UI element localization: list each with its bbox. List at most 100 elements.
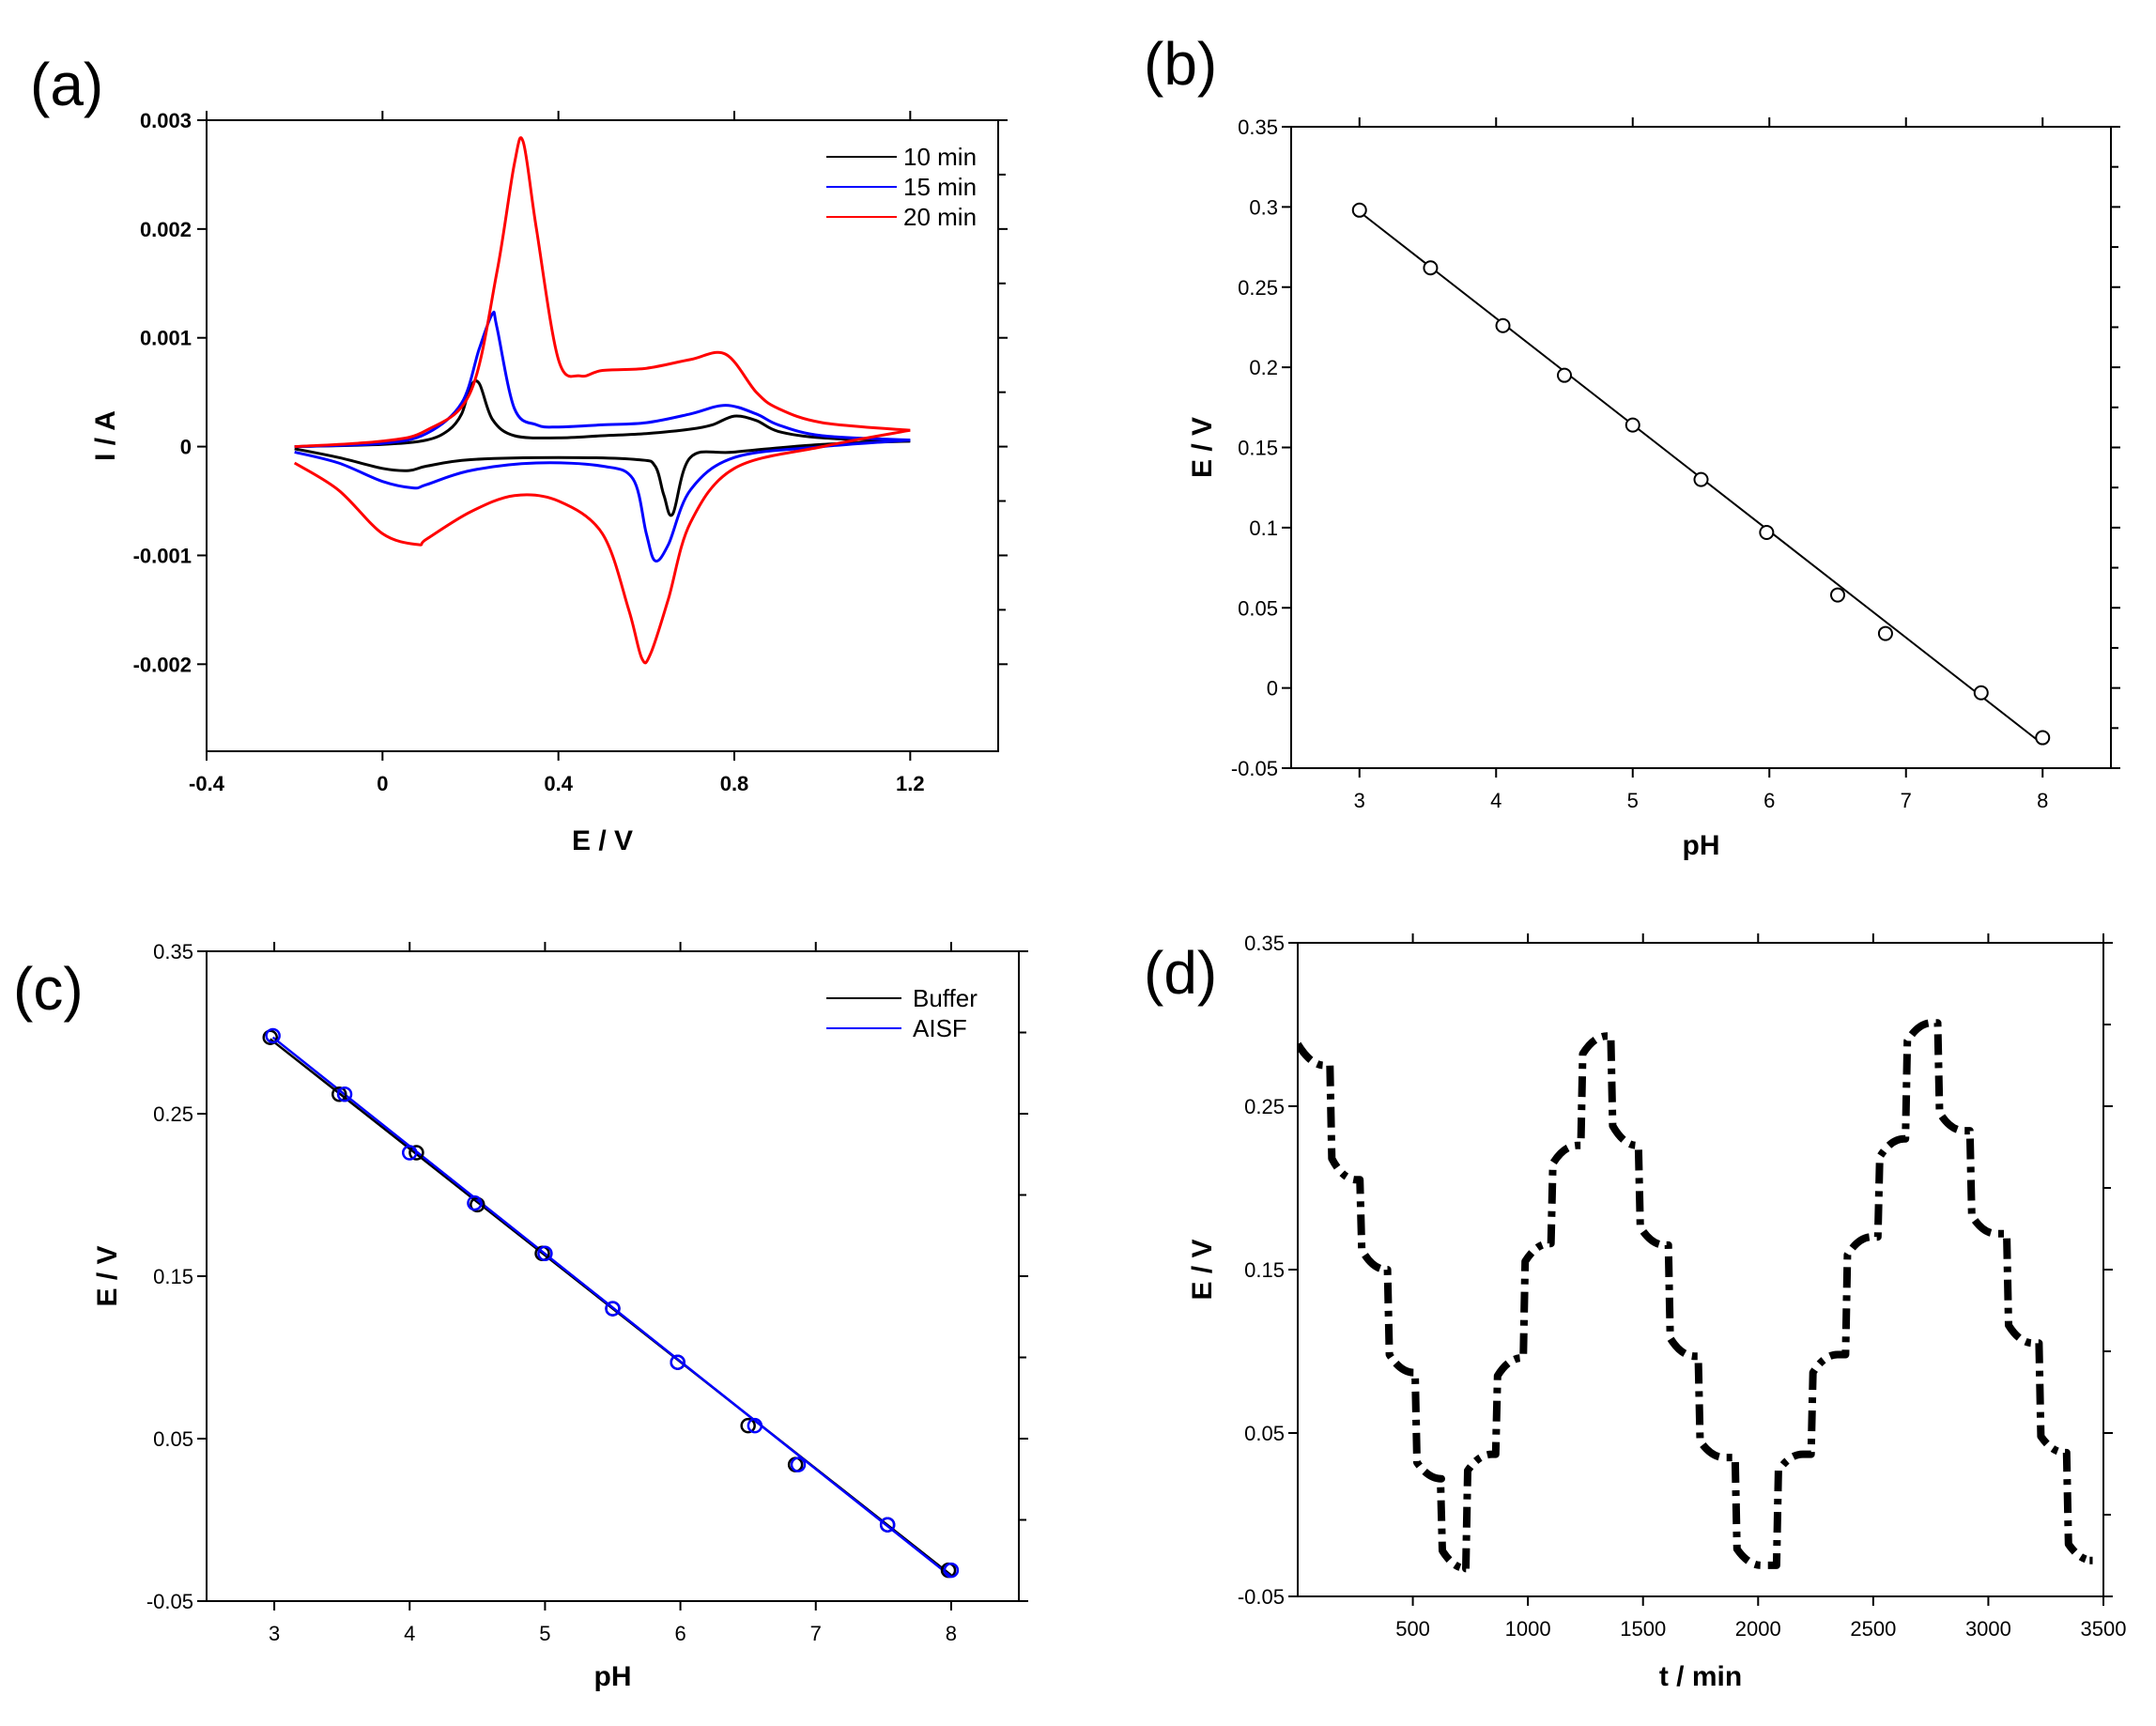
panel-d: (d) 500 1000 1500 2000 2500 3000 3500 0.35 0.25 0.… — [1144, 932, 2126, 1692]
x-tick-label: 0.8 — [720, 772, 749, 795]
x-tick-label: -0.4 — [189, 772, 225, 795]
potential-trace — [1298, 1019, 2097, 1573]
legend-label: 10 min — [903, 143, 977, 171]
x-axis-title: E / V — [572, 825, 633, 856]
cv-forward-scan-2 — [294, 136, 911, 449]
data-point — [265, 1027, 281, 1044]
data-point — [1625, 417, 1640, 433]
y-tick-label: 0.35 — [1244, 932, 1285, 955]
plot-area — [262, 1027, 960, 1579]
data-point — [2035, 730, 2051, 746]
panel-b: (b) 3 4 5 6 7 8 0.35 0.3 0.25 0.2 0.15 0.1 0.05 0 -0.05… — [1144, 30, 2120, 861]
panel-a: (a) -0.4 0 0.4 0.8 1.2 0.003 0.002 0.001 0 -0.001 -… — [30, 51, 1008, 856]
data-point — [336, 1086, 353, 1102]
data-point — [605, 1301, 621, 1317]
cv-forward-scan-0 — [294, 379, 911, 449]
y-tick-label: 0.15 — [153, 1265, 193, 1288]
y-axis-title: E / V — [92, 1245, 123, 1306]
y-tick-label: 0.2 — [1249, 356, 1278, 379]
x-tick-label: 500 — [1395, 1617, 1430, 1641]
y-axis-title: E / V — [1187, 417, 1218, 478]
x-tick-label: 0.4 — [544, 772, 573, 795]
cv-reverse-scan-1 — [294, 439, 911, 563]
y-tick-label: 0.3 — [1249, 195, 1278, 219]
y-tick-label: -0.05 — [1231, 757, 1278, 780]
x-tick-label: 6 — [1763, 789, 1775, 812]
y-tick-label: -0.05 — [1238, 1585, 1285, 1609]
data-point — [402, 1145, 418, 1161]
y-axis-title: E / V — [1187, 1239, 1218, 1300]
y-axis-title: I / A — [90, 410, 121, 461]
y-tick-label: 0.15 — [1238, 437, 1278, 460]
x-tick-label: 3000 — [1965, 1617, 2011, 1641]
data-point — [747, 1417, 763, 1434]
y-tick-label: 0.25 — [1244, 1095, 1285, 1118]
x-tick-label: 1500 — [1620, 1617, 1666, 1641]
data-point — [537, 1245, 553, 1262]
data-point — [1877, 625, 1893, 641]
plot-frame — [1297, 942, 2104, 1597]
x-tick-label: 3 — [1354, 789, 1365, 812]
data-point — [943, 1562, 960, 1579]
y-tick-label: 0.003 — [140, 109, 192, 132]
data-point — [879, 1517, 896, 1533]
panel-label: (d) — [1144, 939, 1217, 1007]
y-tick-label: 0.25 — [153, 1102, 193, 1126]
data-point — [1830, 587, 1845, 603]
data-point — [1693, 471, 1709, 487]
plot-area — [1298, 1019, 2097, 1573]
y-tick-label: 0.35 — [1238, 116, 1278, 139]
data-point — [1351, 202, 1367, 218]
data-point — [408, 1145, 424, 1161]
legend-label: AISF — [913, 1014, 967, 1042]
plot-frame — [206, 119, 999, 752]
legend-label: 20 min — [903, 203, 977, 231]
y-tick-label: 0.001 — [140, 327, 192, 350]
plot-frame — [206, 950, 1020, 1602]
x-tick-label: 4 — [404, 1622, 415, 1645]
plot-area — [293, 136, 911, 665]
y-tick-label: -0.002 — [133, 653, 192, 676]
legend-label: 15 min — [903, 173, 977, 201]
panel-label: (a) — [30, 51, 103, 118]
y-tick-label: 0.35 — [153, 940, 193, 963]
x-tick-label: 3500 — [2081, 1617, 2127, 1641]
y-tick-label: -0.05 — [146, 1590, 193, 1613]
x-tick-label: 8 — [2037, 789, 2048, 812]
x-tick-label: 7 — [810, 1622, 822, 1645]
x-tick-label: 3 — [269, 1622, 280, 1645]
panel-label: (b) — [1144, 30, 1217, 98]
x-tick-label: 1.2 — [896, 772, 925, 795]
x-tick-label: 5 — [1627, 789, 1639, 812]
cv-forward-scan-1 — [294, 310, 911, 449]
data-point — [1973, 685, 1989, 701]
data-point — [1495, 317, 1511, 333]
legend-label: Buffer — [913, 984, 978, 1012]
data-point — [331, 1086, 347, 1102]
data-point — [1759, 524, 1775, 540]
y-tick-label: 0.05 — [1238, 596, 1278, 620]
x-tick-label: 1000 — [1505, 1617, 1551, 1641]
plot-area — [1351, 202, 2051, 746]
y-tick-label: 0.002 — [140, 218, 192, 241]
x-tick-label: 8 — [946, 1622, 957, 1645]
data-point — [670, 1354, 685, 1370]
panel-c: (c) 3 4 5 6 7 8 0.35 0.25 0.15 0.05 -0.05 pH E / V Buf… — [13, 940, 1028, 1692]
fit-line-1 — [271, 1036, 952, 1579]
y-tick-label: 0.05 — [1244, 1422, 1285, 1445]
data-point — [740, 1417, 756, 1434]
data-point — [1423, 260, 1439, 276]
x-tick-label: 0 — [377, 772, 388, 795]
x-tick-label: 2500 — [1850, 1617, 1896, 1641]
y-tick-label: 0 — [180, 436, 192, 459]
y-tick-label: 0.1 — [1249, 516, 1278, 540]
x-tick-label: 7 — [1901, 789, 1912, 812]
y-tick-label: 0.15 — [1244, 1258, 1285, 1282]
cv-reverse-scan-2 — [293, 428, 911, 665]
data-point — [467, 1194, 483, 1211]
data-point — [1557, 367, 1572, 383]
cv-reverse-scan-0 — [294, 439, 911, 517]
y-tick-label: 0.25 — [1238, 276, 1278, 300]
x-axis-title: t / min — [1659, 1661, 1742, 1692]
